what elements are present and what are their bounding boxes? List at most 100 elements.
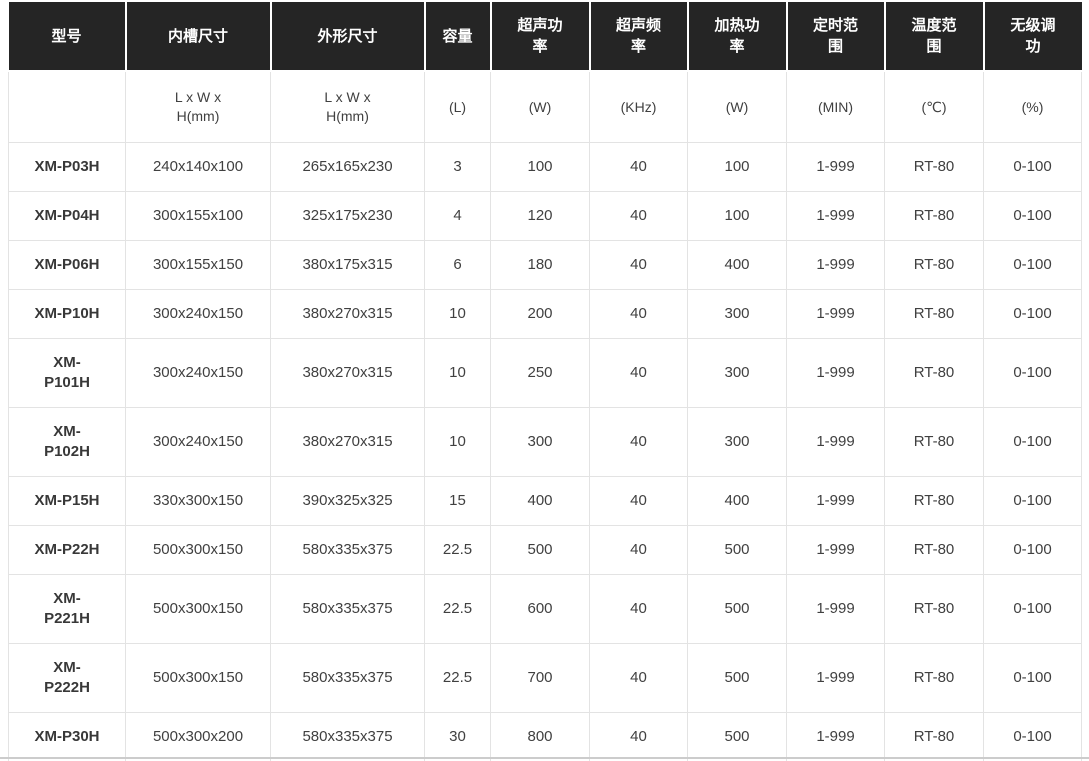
value-cell: 10 (424, 407, 491, 477)
table-row: XM-P04H 300x155x100 325x175x230 4 120 40 100 1-… (8, 191, 1082, 241)
value-cell: 300x155x100 (125, 191, 271, 241)
value-cell: 0-100 (983, 338, 1082, 408)
spec-table-head: 型号 内槽尺寸 外形尺寸 容量 超声功 率超声频 率加热功 率定时范 围温度范 围无级调… (8, 2, 1082, 143)
value-cell: 1-999 (786, 142, 885, 192)
model-cell: XM-P221H (8, 574, 126, 644)
value-cell: RT-80 (884, 289, 984, 339)
table-row: XM-P15H 330x300x150 390x325x325 15 400 40 400 1… (8, 476, 1082, 526)
model-cell: XM-P06H (8, 240, 126, 290)
value-cell: 40 (589, 338, 688, 408)
value-cell: 40 (589, 289, 688, 339)
value-cell: 1-999 (786, 289, 885, 339)
value-cell: 10 (424, 338, 491, 408)
value-cell: 300x155x150 (125, 240, 271, 290)
table-row: XM-P03H 240x140x100 265x165x230 3 100 40 100 1-… (8, 142, 1082, 192)
value-cell: 300 (687, 338, 787, 408)
model-cell: XM-P222H (8, 643, 126, 713)
model-cell: XM-P03H (8, 142, 126, 192)
value-cell: 200 (490, 289, 590, 339)
value-cell: 40 (589, 643, 688, 713)
value-cell: 330x300x150 (125, 476, 271, 526)
value-cell: 390x325x325 (270, 476, 425, 526)
value-cell: 40 (589, 476, 688, 526)
value-cell: 1-999 (786, 338, 885, 408)
value-cell: 500x300x150 (125, 525, 271, 575)
value-cell: 380x270x315 (270, 289, 425, 339)
value-cell: 6 (424, 240, 491, 290)
value-cell: 4 (424, 191, 491, 241)
column-header: 温度范 围 (884, 2, 985, 72)
value-cell: 300x240x150 (125, 338, 271, 408)
value-cell: RT-80 (884, 338, 984, 408)
value-cell: 500 (687, 643, 787, 713)
value-cell: 300 (687, 407, 787, 477)
unit-cell: (W) (490, 70, 590, 143)
value-cell: 1-999 (786, 525, 885, 575)
value-cell: 1-999 (786, 407, 885, 477)
value-cell: 1-999 (786, 643, 885, 713)
table-row: XM-P221H 500x300x150 580x335x375 22.5 600 40 5… (8, 574, 1082, 644)
column-header: 加热功 率 (687, 2, 788, 72)
value-cell: 500 (687, 712, 787, 761)
value-cell: 40 (589, 142, 688, 192)
model-cell: XM-P10H (8, 289, 126, 339)
value-cell: 10 (424, 289, 491, 339)
value-cell: 1-999 (786, 574, 885, 644)
value-cell: 500 (490, 525, 590, 575)
value-cell: 0-100 (983, 142, 1082, 192)
value-cell: 300 (490, 407, 590, 477)
value-cell: 380x175x315 (270, 240, 425, 290)
model-cell: XM-P15H (8, 476, 126, 526)
value-cell: 40 (589, 407, 688, 477)
value-cell: 500x300x150 (125, 574, 271, 644)
value-cell: 400 (687, 240, 787, 290)
value-cell: 0-100 (983, 643, 1082, 713)
model-cell: XM-P04H (8, 191, 126, 241)
value-cell: 380x270x315 (270, 338, 425, 408)
value-cell: RT-80 (884, 643, 984, 713)
column-header: 超声功 率 (490, 2, 591, 72)
value-cell: RT-80 (884, 525, 984, 575)
table-row: XM-P30H 500x300x200 580x335x375 30 800 40 500 1… (8, 712, 1082, 761)
value-cell: 0-100 (983, 289, 1082, 339)
value-cell: 580x335x375 (270, 712, 425, 761)
unit-cell: L x W x H(mm) (125, 70, 271, 143)
column-header: 超声频 率 (589, 2, 689, 72)
value-cell: 40 (589, 574, 688, 644)
value-cell: 0-100 (983, 407, 1082, 477)
value-cell: 40 (589, 712, 688, 761)
table-row: XM-P10H 300x240x150 380x270x315 10 200 40 300 1… (8, 289, 1082, 339)
table-row: XM-P222H 500x300x150 580x335x375 22.5 700 40 5… (8, 643, 1082, 713)
value-cell: 400 (687, 476, 787, 526)
value-cell: 580x335x375 (270, 574, 425, 644)
column-header: 内槽尺寸 (125, 2, 272, 72)
value-cell: 0-100 (983, 476, 1082, 526)
header-row: 型号 内槽尺寸 外形尺寸 容量 超声功 率超声频 率加热功 率定时范 围温度范 围无级调… (8, 2, 1082, 72)
spec-table-body: XM-P03H 240x140x100 265x165x230 3 100 40 100 1-… (8, 142, 1082, 761)
value-cell: 1-999 (786, 476, 885, 526)
model-cell: XM-P22H (8, 525, 126, 575)
value-cell: 265x165x230 (270, 142, 425, 192)
value-cell: 580x335x375 (270, 643, 425, 713)
value-cell: 580x335x375 (270, 525, 425, 575)
value-cell: 15 (424, 476, 491, 526)
value-cell: 300x240x150 (125, 407, 271, 477)
value-cell: 3 (424, 142, 491, 192)
value-cell: 100 (687, 191, 787, 241)
value-cell: 500x300x150 (125, 643, 271, 713)
value-cell: 700 (490, 643, 590, 713)
spec-table: 型号 内槽尺寸 外形尺寸 容量 超声功 率超声频 率加热功 率定时范 围温度范 围无级调… (8, 2, 1082, 761)
value-cell: 1-999 (786, 240, 885, 290)
value-cell: 300x240x150 (125, 289, 271, 339)
value-cell: 240x140x100 (125, 142, 271, 192)
value-cell: 120 (490, 191, 590, 241)
value-cell: 0-100 (983, 712, 1082, 761)
value-cell: 40 (589, 240, 688, 290)
unit-cell: (L) (424, 70, 491, 143)
value-cell: 22.5 (424, 574, 491, 644)
value-cell: 40 (589, 525, 688, 575)
value-cell: 500 (687, 525, 787, 575)
value-cell: 0-100 (983, 191, 1082, 241)
value-cell: 180 (490, 240, 590, 290)
